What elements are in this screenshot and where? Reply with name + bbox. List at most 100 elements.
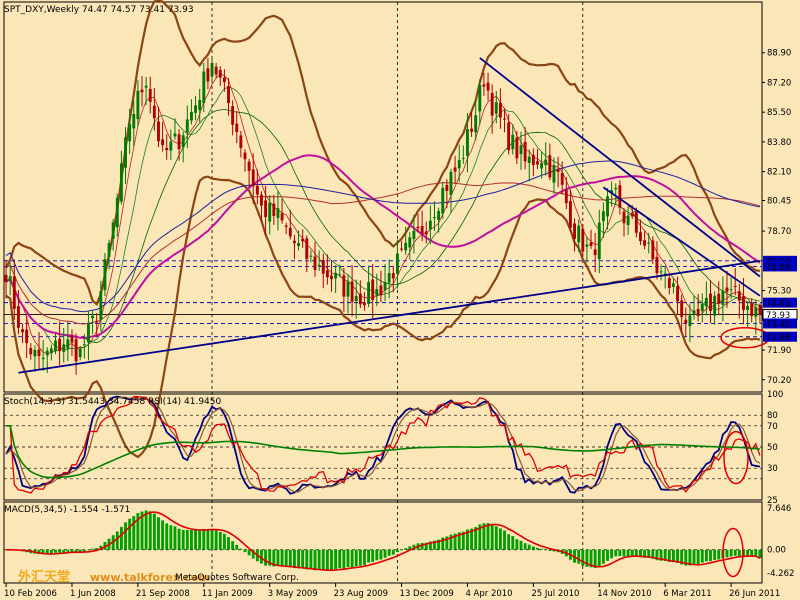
candle-body[interactable]	[515, 137, 519, 159]
macd-histogram-bar[interactable]	[437, 539, 441, 550]
candle-body[interactable]	[424, 231, 428, 235]
macd-histogram-bar[interactable]	[4, 549, 8, 551]
candle-body[interactable]	[507, 122, 511, 151]
candle-body[interactable]	[62, 344, 66, 352]
candle-body[interactable]	[251, 169, 255, 187]
candle-body[interactable]	[45, 350, 49, 356]
candle-body[interactable]	[313, 256, 317, 270]
candle-body[interactable]	[717, 293, 721, 304]
candle-body[interactable]	[560, 173, 564, 185]
macd-histogram-bar[interactable]	[181, 529, 185, 550]
macd-histogram-bar[interactable]	[272, 549, 276, 567]
candle-body[interactable]	[556, 168, 560, 172]
macd-histogram-bar[interactable]	[634, 549, 638, 557]
candle-body[interactable]	[276, 208, 280, 218]
candle-body[interactable]	[626, 215, 630, 226]
candle-body[interactable]	[593, 249, 597, 256]
macd-histogram-bar[interactable]	[260, 549, 263, 564]
candle-body[interactable]	[655, 256, 659, 274]
macd-histogram-bar[interactable]	[239, 548, 243, 550]
candle-body[interactable]	[202, 71, 206, 103]
candle-body[interactable]	[371, 279, 375, 301]
candle-body[interactable]	[25, 329, 29, 344]
macd-histogram-bar[interactable]	[692, 549, 696, 565]
candle-body[interactable]	[531, 154, 535, 166]
candle-body[interactable]	[387, 272, 391, 283]
candle-body[interactable]	[74, 339, 78, 362]
macd-histogram-bar[interactable]	[577, 549, 581, 564]
candle-body[interactable]	[91, 315, 95, 319]
macd-histogram-bar[interactable]	[548, 549, 552, 552]
candle-body[interactable]	[4, 274, 8, 282]
candle-body[interactable]	[264, 200, 268, 218]
candle-body[interactable]	[161, 139, 165, 146]
candle-body[interactable]	[235, 123, 239, 132]
macd-histogram-bar[interactable]	[581, 549, 585, 566]
macd-histogram-bar[interactable]	[527, 544, 531, 550]
macd-histogram-bar[interactable]	[391, 549, 395, 555]
candle-body[interactable]	[729, 289, 733, 291]
candle-body[interactable]	[742, 296, 745, 311]
macd-histogram-bar[interactable]	[408, 546, 412, 550]
candle-body[interactable]	[272, 203, 276, 216]
macd-histogram-bar[interactable]	[70, 549, 74, 552]
macd-histogram-bar[interactable]	[202, 528, 206, 550]
macd-histogram-bar[interactable]	[717, 549, 721, 560]
macd-histogram-bar[interactable]	[144, 510, 148, 550]
macd-histogram-bar[interactable]	[74, 549, 78, 553]
candle-body[interactable]	[420, 226, 424, 234]
candle-body[interactable]	[268, 202, 272, 222]
candle-body[interactable]	[733, 285, 737, 288]
macd-histogram-bar[interactable]	[663, 549, 667, 562]
macd-histogram-bar[interactable]	[128, 518, 132, 550]
candle-body[interactable]	[49, 348, 53, 353]
macd-histogram-bar[interactable]	[536, 547, 539, 550]
macd-histogram-bar[interactable]	[222, 533, 226, 550]
macd-histogram-bar[interactable]	[82, 549, 86, 552]
candle-body[interactable]	[441, 188, 445, 214]
candle-body[interactable]	[597, 222, 601, 260]
macd-histogram-bar[interactable]	[606, 549, 609, 561]
candle-body[interactable]	[671, 283, 675, 287]
candle-body[interactable]	[214, 66, 218, 75]
macd-histogram-bar[interactable]	[103, 542, 107, 550]
macd-histogram-bar[interactable]	[227, 537, 230, 550]
macd-histogram-bar[interactable]	[194, 530, 198, 550]
candle-body[interactable]	[198, 100, 202, 110]
macd-histogram-bar[interactable]	[503, 530, 506, 550]
candle-body[interactable]	[144, 85, 148, 88]
candle-body[interactable]	[280, 213, 284, 221]
macd-histogram-bar[interactable]	[618, 549, 622, 556]
candle-body[interactable]	[210, 63, 214, 77]
macd-histogram-bar[interactable]	[58, 549, 62, 553]
candle-body[interactable]	[189, 111, 193, 121]
candle-body[interactable]	[363, 302, 366, 306]
macd-histogram-bar[interactable]	[346, 549, 350, 568]
macd-histogram-bar[interactable]	[280, 549, 284, 567]
candle-body[interactable]	[498, 102, 502, 118]
candle-body[interactable]	[165, 147, 169, 151]
candle-body[interactable]	[453, 167, 457, 172]
macd-histogram-bar[interactable]	[498, 528, 502, 550]
candle-body[interactable]	[412, 230, 416, 240]
candle-body[interactable]	[503, 118, 506, 120]
candle-body[interactable]	[231, 106, 235, 125]
candle-body[interactable]	[651, 240, 655, 260]
macd-histogram-bar[interactable]	[235, 544, 239, 550]
macd-histogram-bar[interactable]	[680, 549, 684, 565]
candle-body[interactable]	[544, 159, 548, 166]
macd-histogram-bar[interactable]	[486, 523, 490, 550]
candle-body[interactable]	[367, 281, 371, 304]
macd-histogram-bar[interactable]	[358, 549, 362, 566]
candle-body[interactable]	[634, 211, 638, 233]
candle-body[interactable]	[523, 141, 527, 162]
candle-body[interactable]	[78, 349, 82, 358]
candle-body[interactable]	[416, 226, 420, 229]
macd-histogram-bar[interactable]	[305, 549, 309, 570]
candle-body[interactable]	[140, 89, 144, 93]
macd-histogram-bar[interactable]	[49, 549, 53, 554]
macd-histogram-bar[interactable]	[746, 549, 750, 557]
candle-body[interactable]	[713, 295, 717, 316]
candle-body[interactable]	[132, 114, 136, 129]
candle-body[interactable]	[433, 216, 436, 218]
